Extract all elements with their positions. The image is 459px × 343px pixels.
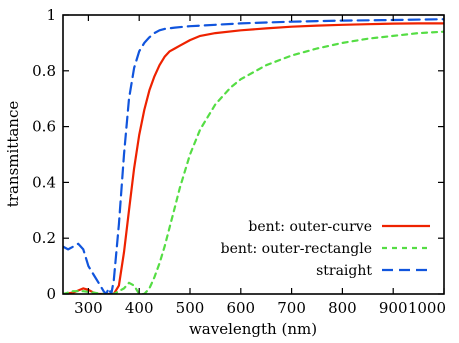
y-tick-label: 0.6 [32,118,56,136]
y-axis-label: transmittance [4,101,22,208]
y-tick-label: 0.2 [32,229,56,247]
axis-tick-labels: 300 400 500 600 700 800 900 1000 0 0.2 0.4 0.6 0.8 1 [32,6,446,317]
x-tick-label: 300 [74,299,103,317]
plot-marks [63,18,444,294]
x-tick-label: 900 [379,299,408,317]
series-line-0 [63,22,444,294]
x-tick-label: 700 [277,299,306,317]
x-tick-label: 1000 [408,299,446,317]
series-line-1 [63,30,444,294]
legend: bent: outer-curve bent: outer-rectangle st… [221,219,430,279]
legend-label: bent: outer-rectangle [221,241,372,257]
x-tick-label: 600 [226,299,255,317]
x-axis-label: wavelength (nm) [189,320,317,338]
y-tick-label: 1 [46,6,56,24]
axis-ticks [63,14,445,295]
legend-label: bent: outer-curve [248,219,372,235]
series-line-2 [63,18,444,294]
y-tick-label: 0.4 [32,173,56,191]
plot-frame [62,14,445,295]
x-tick-label: 500 [176,299,205,317]
legend-label: straight [316,263,372,279]
y-tick-label: 0.8 [32,62,56,80]
x-tick-label: 400 [125,299,154,317]
x-tick-label: 800 [328,299,357,317]
y-tick-label: 0 [46,285,56,303]
